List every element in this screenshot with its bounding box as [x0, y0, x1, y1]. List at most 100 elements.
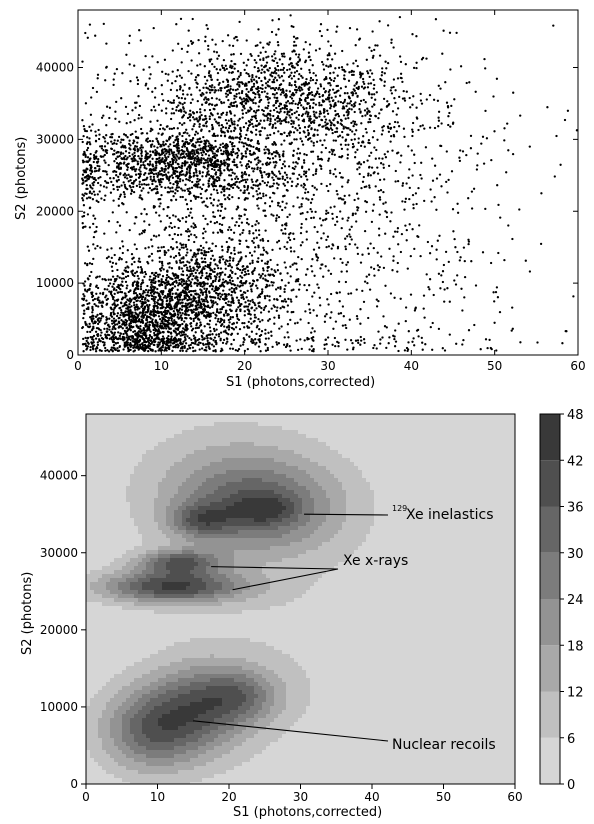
scatter-point: [123, 304, 126, 307]
scatter-point: [193, 152, 196, 156]
scatter-point: [194, 262, 197, 265]
scatter-point: [320, 182, 323, 186]
scatter-point: [161, 335, 165, 338]
scatter-point: [167, 319, 170, 322]
scatter-point: [251, 74, 254, 77]
scatter-point: [276, 269, 280, 272]
scatter-point: [393, 125, 396, 129]
scatter-point: [181, 134, 184, 138]
scatter-point: [415, 106, 418, 109]
scatter-point: [269, 114, 272, 117]
scatter-point: [259, 51, 262, 54]
scatter-point: [247, 72, 250, 76]
scatter-point: [352, 70, 355, 73]
scatter-point: [264, 337, 268, 340]
scatter-point: [204, 217, 207, 221]
scatter-point: [320, 224, 323, 227]
scatter-point: [282, 155, 285, 158]
scatter-point: [183, 305, 186, 308]
scatter-point: [421, 124, 424, 127]
scatter-point: [192, 194, 196, 197]
scatter-point: [126, 298, 129, 301]
scatter-point: [233, 160, 236, 164]
scatter-point: [267, 172, 270, 175]
scatter-point: [334, 320, 338, 323]
scatter-point: [432, 293, 435, 297]
scatter-point: [226, 196, 229, 199]
scatter-point: [286, 323, 290, 326]
scatter-point: [286, 241, 289, 244]
scatter-point: [193, 151, 196, 154]
scatter-point: [320, 60, 324, 64]
scatter-point: [173, 285, 177, 288]
scatter-point: [223, 194, 226, 197]
scatter-point: [233, 97, 236, 100]
scatter-point: [166, 325, 169, 328]
scatter-point: [230, 300, 233, 304]
scatter-point: [316, 91, 319, 95]
scatter-point: [193, 252, 196, 256]
scatter-point: [88, 274, 91, 278]
scatter-point: [204, 117, 208, 120]
scatter-point: [109, 177, 112, 180]
scatter-point: [119, 306, 122, 310]
scatter-point: [377, 299, 380, 303]
scatter-point: [229, 317, 232, 321]
scatter-point: [319, 83, 322, 86]
scatter-point: [310, 140, 313, 143]
scatter-point: [116, 185, 119, 189]
scatter-point: [178, 121, 181, 125]
scatter-point: [462, 246, 466, 249]
scatter-point: [253, 152, 256, 155]
scatter-point: [229, 183, 233, 187]
scatter-point: [467, 238, 470, 241]
scatter-point: [194, 331, 197, 334]
scatter-point: [209, 143, 212, 147]
scatter-point: [252, 237, 256, 240]
scatter-point: [230, 252, 233, 255]
scatter-point: [377, 189, 380, 193]
scatter-point: [300, 175, 303, 178]
scatter-point: [109, 278, 113, 281]
scatter-point: [231, 297, 234, 300]
scatter-point: [339, 143, 343, 146]
scatter-point: [141, 304, 144, 307]
scatter-point: [338, 291, 341, 294]
scatter-point: [81, 60, 84, 63]
scatter-point: [84, 179, 87, 183]
scatter-point: [136, 284, 139, 288]
scatter-point: [236, 332, 239, 335]
scatter-point: [113, 253, 116, 257]
scatter-point: [204, 145, 207, 148]
scatter-point: [273, 70, 276, 73]
scatter-point: [130, 157, 133, 160]
scatter-point: [296, 183, 299, 186]
scatter-point: [423, 127, 426, 130]
scatter-point: [215, 120, 218, 123]
scatter-point: [266, 161, 269, 164]
scatter-point: [326, 235, 330, 238]
scatter-point: [155, 166, 158, 170]
scatter-point: [364, 114, 367, 117]
scatter-point: [228, 174, 231, 177]
scatter-point: [372, 346, 375, 350]
scatter-point: [223, 189, 226, 193]
scatter-point: [123, 183, 126, 187]
scatter-point: [447, 260, 450, 264]
scatter-point: [221, 349, 224, 352]
scatter-point: [204, 276, 207, 280]
scatter-point: [204, 254, 208, 257]
scatter-point: [137, 95, 140, 98]
scatter-point: [282, 300, 285, 303]
scatter-point: [274, 76, 277, 79]
scatter-point: [342, 127, 345, 130]
scatter-point: [274, 270, 277, 274]
scatter-point: [245, 164, 248, 168]
scatter-point: [270, 281, 273, 284]
scatter-point: [256, 193, 259, 196]
scatter-point: [173, 307, 176, 310]
scatter-point: [212, 302, 215, 305]
scatter-point: [205, 197, 209, 200]
scatter-point: [359, 261, 363, 264]
scatter-point: [304, 135, 308, 138]
